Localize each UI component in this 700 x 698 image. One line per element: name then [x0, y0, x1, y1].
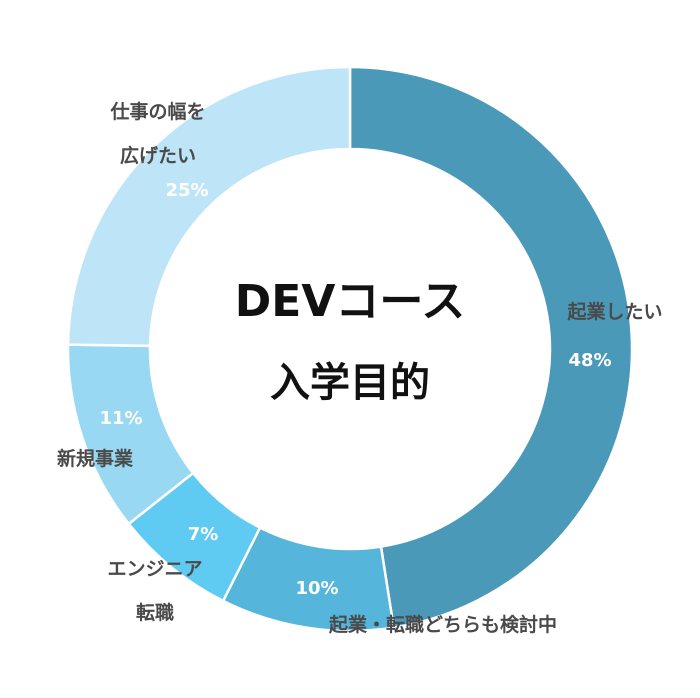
slice-value-label: 25% [165, 180, 208, 201]
slice-value-label: 7% [188, 524, 219, 545]
slice-group [66, 65, 634, 633]
chart-title: DEVコース [235, 276, 465, 327]
donut-slice [348, 65, 634, 630]
slice-category-label: 新規事業 [57, 447, 134, 470]
slice-category-label: 転職 [136, 601, 174, 624]
slice-category-label: エンジニア [107, 558, 202, 580]
slice-value-label: 10% [295, 578, 338, 599]
slice-value-label: 48% [568, 350, 611, 371]
slice-category-label: 起業・転職どちらも検討中 [328, 613, 557, 636]
slice-category-label: 広げたい [120, 144, 196, 167]
donut-slice [66, 65, 352, 348]
slice-category-label: 仕事の幅を [109, 100, 205, 123]
chart-subtitle: 入学目的 [270, 360, 430, 406]
slice-value-label: 11% [99, 408, 142, 429]
slice-category-label: 起業したい [566, 300, 662, 323]
